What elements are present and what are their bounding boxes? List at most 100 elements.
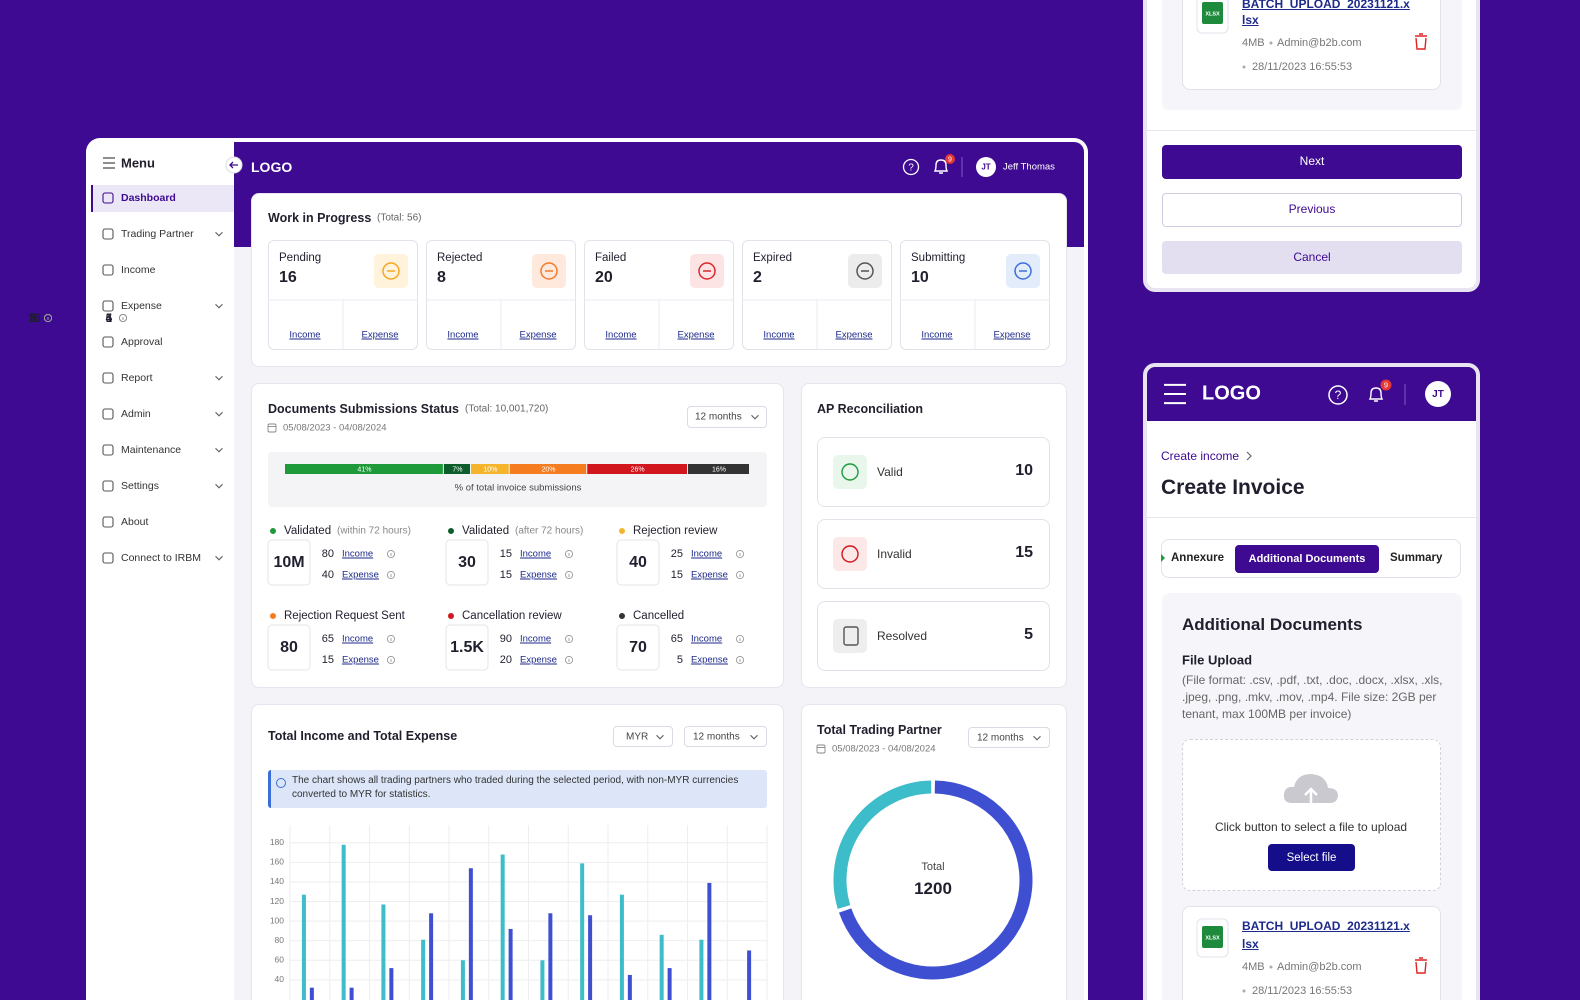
status-expense-link[interactable]: Expense — [520, 569, 557, 581]
status-expense-link[interactable]: Expense — [691, 569, 728, 581]
chevron — [656, 734, 664, 740]
menu-item[interactable]: Expense — [121, 300, 162, 312]
menu-item[interactable]: Maintenance — [121, 444, 182, 456]
wip-income-link[interactable]: Income — [921, 329, 953, 341]
tab[interactable]: Summary — [1390, 552, 1443, 564]
cancel-button[interactable] — [1162, 241, 1462, 274]
status-income-count: 65 — [670, 633, 683, 645]
status-income-count: 15 — [499, 548, 512, 560]
wip-label: Failed — [595, 252, 627, 264]
button-label[interactable]: Cancel — [1293, 250, 1331, 264]
breadcrumb[interactable]: Create income — [1161, 449, 1240, 463]
button-label[interactable]: Select file — [1286, 851, 1337, 864]
currency-dropdown[interactable] — [613, 726, 673, 747]
file-name[interactable]: BATCH_UPLOAD_20231121.xlsx — [1242, 919, 1410, 951]
wip-label: Submitting — [911, 252, 966, 264]
status-label: Validated — [462, 525, 510, 537]
tab-active[interactable] — [1235, 545, 1379, 573]
avatar-initials: JT — [981, 163, 990, 172]
y-tick-label: 80 — [275, 935, 285, 945]
bar — [381, 904, 386, 1000]
period-value[interactable]: 12 months — [693, 731, 740, 742]
status-expense-link[interactable]: Expense — [691, 654, 728, 666]
section-title: Work in Progress — [268, 211, 372, 225]
button-label[interactable]: Previous — [1288, 202, 1336, 216]
status-label: Rejection review — [633, 525, 718, 537]
menu-icon — [102, 228, 114, 240]
tab[interactable]: Annexure — [1171, 552, 1225, 564]
menu-active[interactable] — [91, 185, 234, 212]
wip-expense-link[interactable]: Expense — [677, 329, 715, 341]
invoice-header — [1147, 367, 1476, 421]
bar — [468, 868, 473, 1000]
wip-expense-link[interactable]: Expense — [361, 329, 399, 341]
menu-item[interactable]: Report — [121, 372, 153, 384]
wip-expense-link[interactable]: Expense — [835, 329, 873, 341]
status-income-link[interactable]: Income — [342, 548, 374, 560]
period-value[interactable]: 12 months — [695, 411, 742, 423]
menu-item[interactable]: About — [121, 516, 149, 528]
bar — [301, 894, 306, 1000]
menu-item[interactable]: Income — [121, 264, 156, 276]
status-expense-link[interactable]: Expense — [520, 654, 557, 666]
wip-label: Rejected — [437, 252, 483, 264]
ap-label: Invalid — [877, 547, 912, 561]
info-icon — [386, 570, 396, 580]
wip-income-link[interactable]: Income — [289, 329, 321, 341]
wip-income-link[interactable]: Income — [763, 329, 795, 341]
period-dropdown[interactable] — [684, 726, 767, 747]
info-icon — [386, 634, 396, 644]
bell-icon — [1368, 387, 1384, 402]
status-expense-count: 5 — [676, 654, 683, 666]
status-income-link[interactable]: Income — [520, 633, 552, 645]
submission-segment — [471, 464, 509, 474]
segment-label: 7% — [452, 466, 462, 473]
wip-expense-link[interactable]: Expense — [993, 329, 1031, 341]
status-income-link[interactable]: Income — [520, 548, 552, 560]
status-income-link[interactable]: Income — [342, 633, 374, 645]
wip-income-link[interactable]: Income — [447, 329, 479, 341]
menu-item[interactable]: Settings — [121, 480, 159, 492]
chevron — [215, 483, 223, 489]
notification-badge — [1380, 379, 1392, 391]
wip-income-link[interactable]: Income — [605, 329, 637, 341]
status-income-link[interactable]: Income — [691, 633, 723, 645]
period-value[interactable]: 12 months — [977, 732, 1024, 743]
status-label: Cancellation review — [462, 610, 562, 622]
wip-count: 20 — [595, 269, 613, 286]
status-income-link[interactable]: Income — [691, 548, 723, 560]
tab[interactable]: Additional Documents — [1248, 552, 1366, 565]
menu-item[interactable]: Admin — [121, 408, 151, 420]
select-file-button[interactable] — [1268, 844, 1355, 871]
status-expense-link[interactable]: Expense — [342, 569, 379, 581]
menu-item[interactable]: Trading Partner — [121, 228, 194, 240]
next-button[interactable] — [1162, 145, 1462, 179]
file-name[interactable]: BATCH_UPLOAD_20231121.xlsx — [1242, 0, 1410, 27]
previous-button[interactable] — [1162, 193, 1462, 227]
segment-label: 10% — [483, 466, 497, 473]
documents-card — [251, 383, 784, 688]
wip-expense-link[interactable]: Expense — [519, 329, 557, 341]
wip-expense-count: 6 — [105, 311, 113, 325]
status-total: 10M — [273, 554, 305, 571]
info-box — [268, 770, 767, 808]
currency-value[interactable]: MYR — [626, 731, 649, 742]
status-dot — [447, 527, 455, 535]
menu-item[interactable]: Approval — [121, 336, 163, 348]
chevron — [1033, 735, 1041, 741]
logo: LOGO — [251, 159, 293, 175]
ap-label: Valid — [877, 465, 903, 479]
status-total: 30 — [458, 554, 476, 571]
format-note: (File format: .csv, .pdf, .txt, .doc, .d… — [1182, 673, 1443, 721]
file-size: 4MB — [1242, 37, 1265, 49]
menu-item[interactable]: Dashboard — [121, 192, 176, 204]
period-dropdown[interactable] — [968, 727, 1050, 748]
status-expense-link[interactable]: Expense — [342, 654, 379, 666]
period-dropdown[interactable] — [687, 406, 767, 428]
dot — [1269, 41, 1273, 45]
menu-item[interactable]: Connect to IRBM — [121, 552, 201, 564]
bar — [699, 939, 704, 1000]
button-label[interactable]: Next — [1299, 154, 1325, 168]
bar — [460, 960, 465, 1000]
